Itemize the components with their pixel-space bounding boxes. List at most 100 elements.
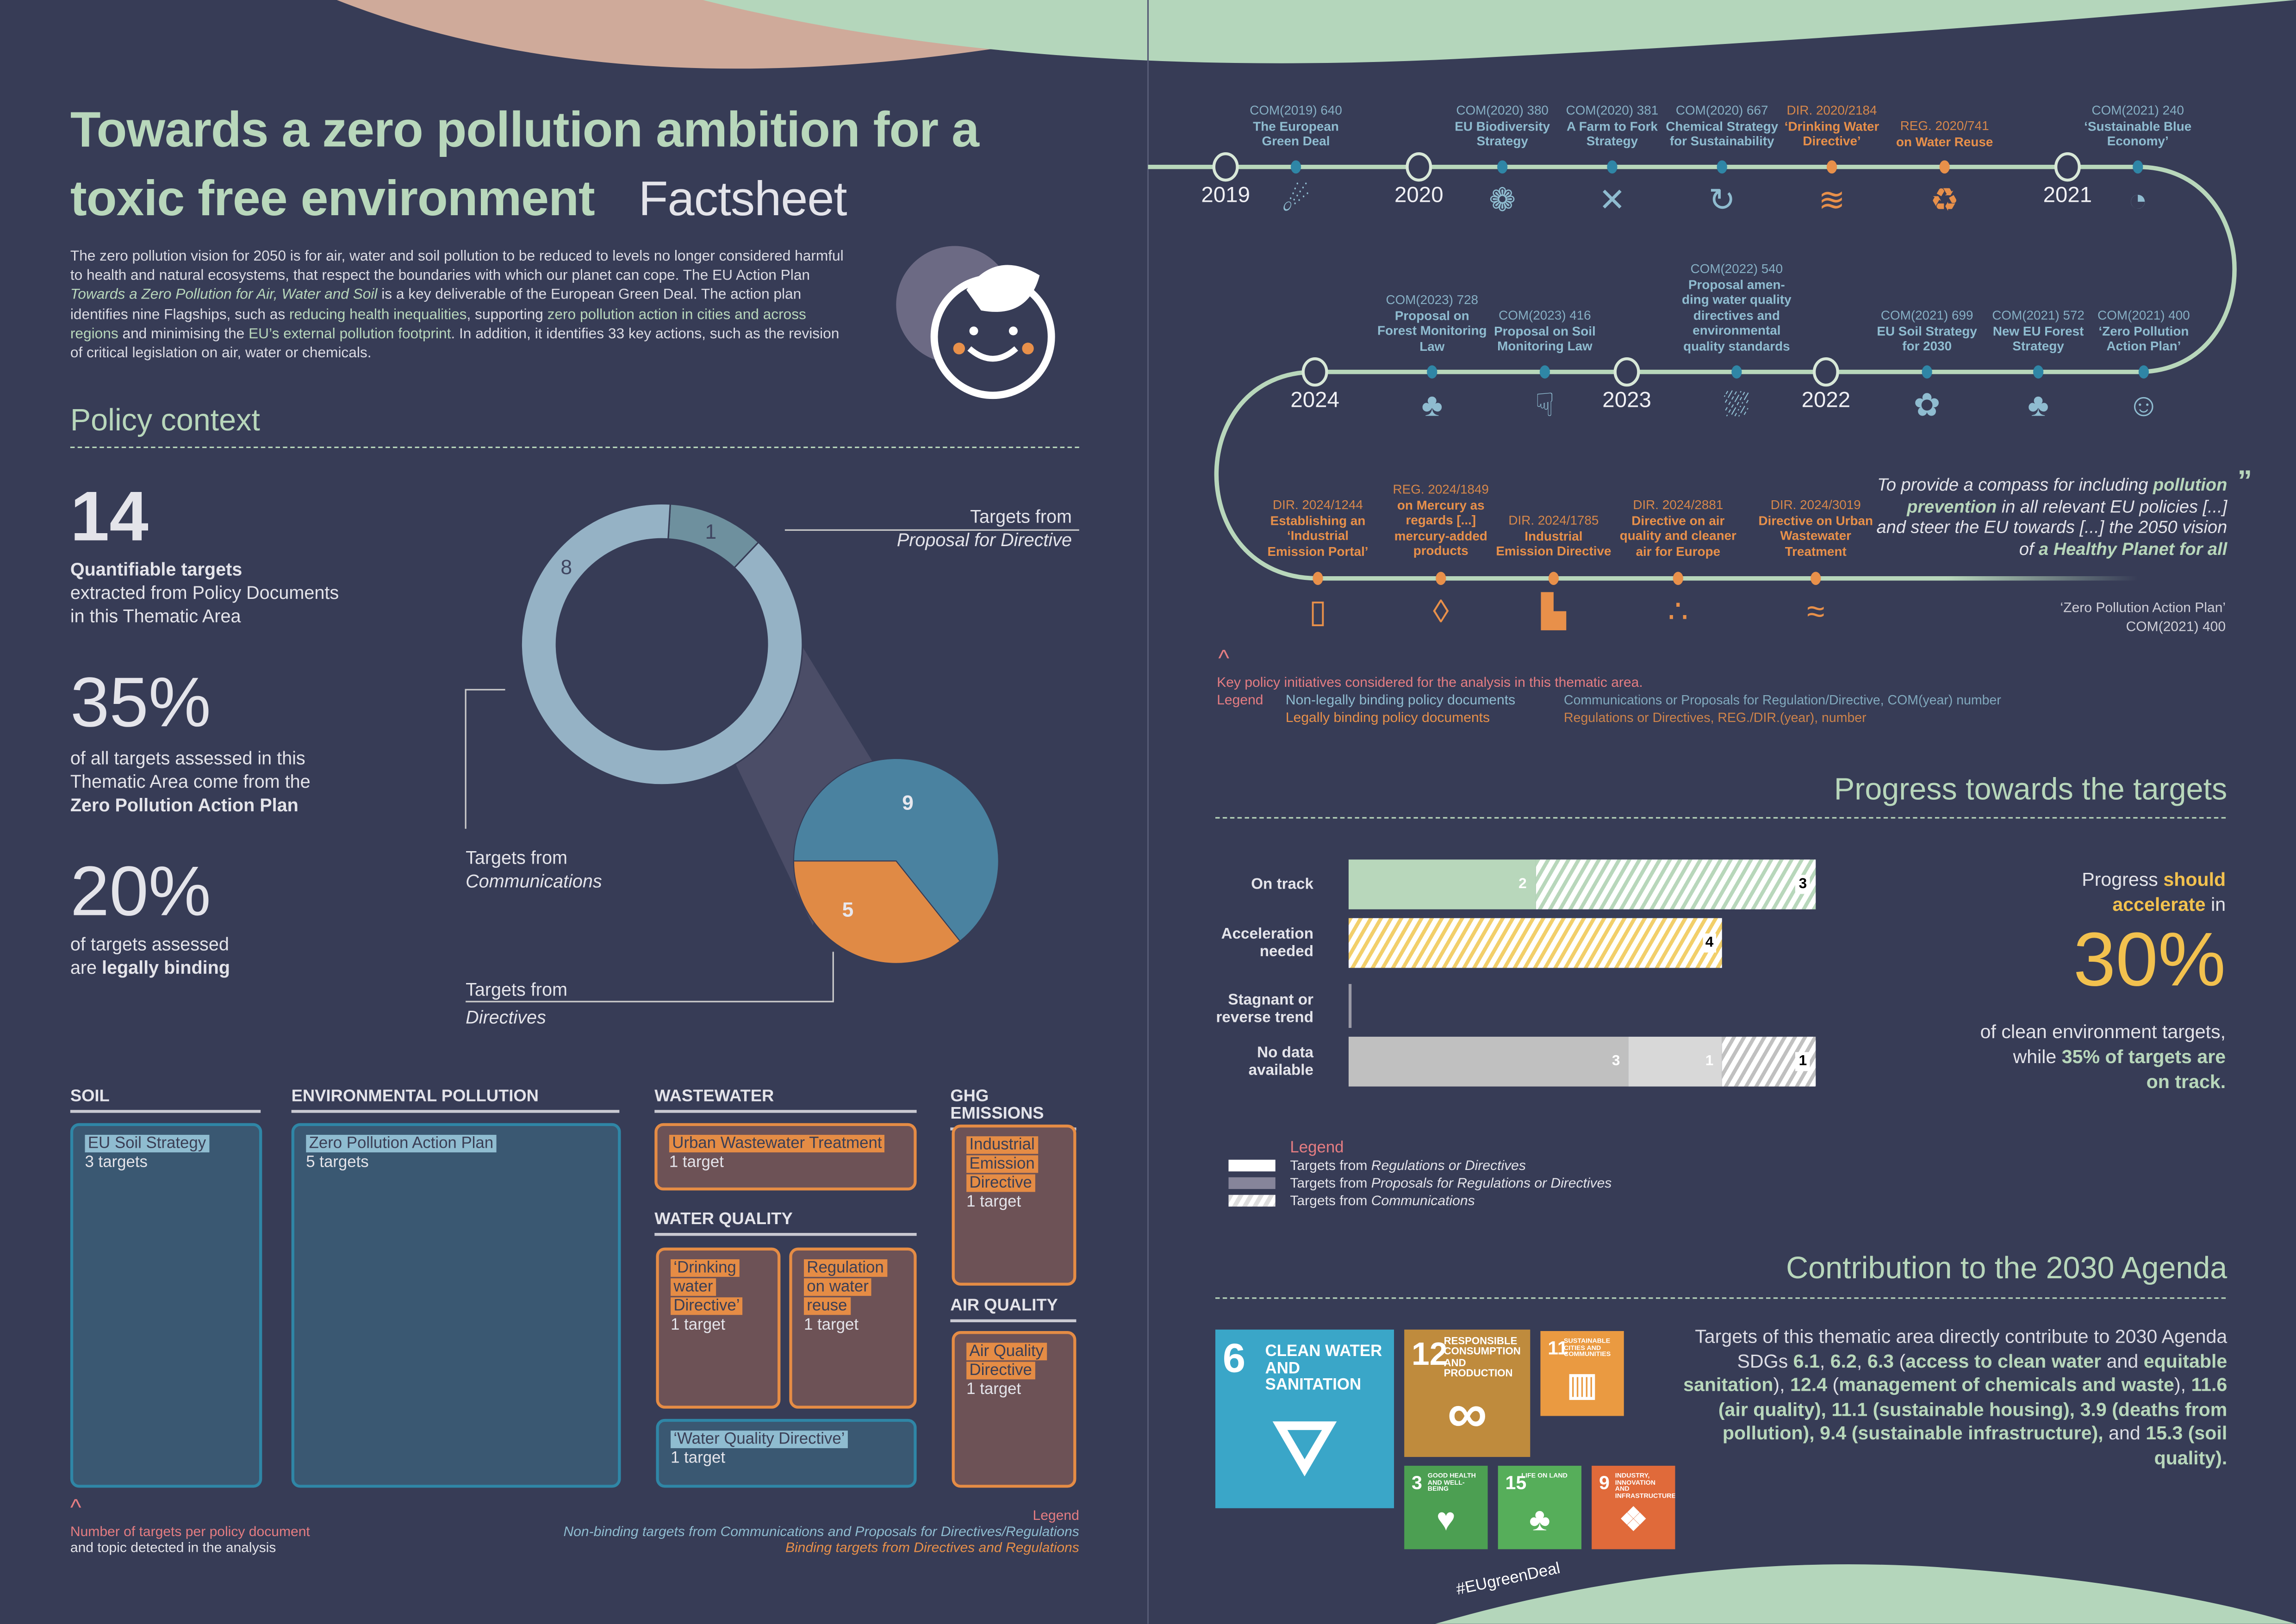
title-text: toxic free environment (70, 171, 595, 227)
document-code: COM(2019) 640 (1250, 103, 1342, 118)
timeline-dot (1922, 365, 1932, 379)
year-marker (1406, 152, 1432, 182)
callout-highlight: 35% of targets are (2061, 1045, 2226, 1068)
timeline-dot (1497, 160, 1508, 174)
green-hill-shape (1435, 1564, 2296, 1624)
quote-highlight: pollution prevention (1907, 474, 2228, 516)
flagship: zero pollution action in cities and acro… (70, 307, 806, 342)
smiling-earth-icon: ☺ (2127, 386, 2160, 423)
sdg-number: 12 (1411, 1335, 1448, 1372)
timeline-item-label: COM(2020) 380 EU Biodiversity Strategy (1444, 103, 1561, 149)
policy-box-water-quality-directive: ‘Water Quality Directive’ 1 target (656, 1419, 917, 1488)
target-count: 1 target (669, 1154, 724, 1172)
intro-part: and minimising the (118, 326, 249, 342)
agenda-text-part: 3.9 (2080, 1397, 2107, 1420)
agenda-text-part: (deaths from pollution), (1722, 1397, 2228, 1444)
policy-box-zpap: Zero Pollution Action Plan 5 targets (291, 1123, 621, 1488)
legend-item: Targets from Communications (1290, 1194, 1475, 1210)
stat-bold: Zero Pollution Action Plan (70, 795, 299, 816)
legend-text: Proposals for Regulations or Directives (1371, 1176, 1612, 1192)
document-title: Directive on air quality and cleaner air… (1619, 513, 1736, 559)
document-code: REG. 2020/741 (1900, 118, 1989, 133)
document-title: Chemical Strategy for Sustainability (1666, 118, 1779, 149)
timeline-item-label: COM(2023) 416 Proposal on Soil Monitoring… (1486, 308, 1603, 355)
stat-bold: legally binding (102, 958, 230, 978)
proposal-label: Targets from Proposal for Directive (897, 505, 1072, 552)
year-label: 2021 (2043, 183, 2092, 208)
sdg-icon: ▥ (1567, 1366, 1598, 1403)
flagship: EU’s external pollution footprint (249, 326, 451, 342)
timeline-dot (1826, 160, 1837, 174)
timeline-item-label: COM(2023) 728 Proposal on Forest Monitori… (1374, 292, 1491, 355)
pie-slice (793, 860, 961, 964)
agenda-text: Targets of this thematic area directly c… (1671, 1325, 2227, 1470)
year-marker (2054, 152, 2081, 182)
callout-part: while (2013, 1045, 2062, 1068)
legend-swatch-communications (1228, 1195, 1276, 1207)
zpap-share-value: 35% (70, 665, 211, 743)
ghg-heading: GHG EMISSIONS (950, 1088, 1076, 1131)
green-wave-shape (703, 0, 2296, 63)
section-divider (70, 446, 1079, 448)
timeline-dot (1427, 365, 1437, 379)
timeline-item-label: DIR. 2024/2881 Directive on air quality a… (1619, 498, 1736, 560)
progress-heading: Progress towards the targets (1834, 773, 2228, 807)
document-code: COM(2021) 240 (2091, 103, 2184, 118)
quote-part: To provide a compass for including (1877, 474, 2153, 495)
policy-doc-name: Air Quality Directive (966, 1343, 1047, 1380)
document-code: DIR. 2024/1244 (1273, 497, 1363, 512)
donut-value-label: 1 (705, 521, 716, 543)
legend-text: Targets from (1290, 1193, 1371, 1210)
label-line: Directives (466, 1007, 546, 1028)
legend-swatch-regulations (1228, 1159, 1276, 1172)
agenda-text-part: 6.1 (1793, 1349, 1820, 1371)
fork-spade-icon: ✕ (1599, 181, 1626, 218)
agenda-text-part: 6.3 (1867, 1349, 1894, 1371)
agenda-text-part: (soil quality). (2154, 1422, 2228, 1468)
legend-text: Regulations or Directives (1371, 1158, 1526, 1175)
timeline-item-label: COM(2020) 381 A Farm to Fork Strategy (1554, 103, 1671, 149)
intro-text: The zero pollution vision for 2050 is fo… (70, 248, 846, 364)
factory-icon: ▙ (1541, 593, 1566, 630)
bar-segment: 4 (1348, 918, 1723, 968)
bar-zero-line (1348, 984, 1352, 1028)
intro-plan-title: Towards a Zero Pollution for Air, Water … (70, 287, 378, 304)
year-label: 2022 (1801, 388, 1851, 413)
wastewater-heading: WASTEWATER (654, 1088, 917, 1113)
policy-doc-name: Regulation on water reuse (803, 1259, 887, 1315)
sdg-icon: ⛛ (1272, 1405, 1337, 1491)
legally-binding-text: of targets assessed are legally binding (70, 933, 230, 979)
note-sub: and topic detected in the analysis (70, 1540, 276, 1557)
legend-swatch-proposals (1228, 1177, 1276, 1189)
label-line: needed (1259, 943, 1314, 961)
legend-text: Communications (1371, 1193, 1475, 1210)
leader-line (465, 689, 505, 829)
stat-line: of all targets assessed in this (70, 748, 305, 769)
policy-box-water-reuse: Regulation on water reuse 1 target (789, 1247, 917, 1409)
wastewater-pipe-icon: ≈ (1807, 593, 1825, 630)
sdg-icon: ♥ (1436, 1500, 1456, 1537)
document-code: COM(2023) 728 (1386, 292, 1479, 307)
timeline-legend-title: Legend (1217, 692, 1263, 709)
donut-chart: 18 (520, 503, 803, 786)
timeline-note: Key policy initiatives considered for th… (1217, 675, 1643, 691)
legally-binding-value: 20% (70, 853, 211, 932)
label-line: Proposal for Directive (896, 530, 1072, 551)
timeline-dot (1811, 572, 1821, 585)
label-line: Stagnant or (1228, 991, 1314, 1009)
timeline-item-label: DIR. 2024/1785 Industrial Emission Direct… (1495, 513, 1612, 560)
directives-label: Targets from Directives (466, 977, 567, 1032)
timeline-item-label: COM(2021) 699 EU Soil Strategy for 2030 (1868, 308, 1985, 355)
bar-segment: 3 (1348, 1037, 1629, 1087)
label-line: Acceleration (1221, 925, 1314, 943)
legend-text: Targets from (1290, 1158, 1371, 1175)
sdg-title: Clean water and sanitation (1265, 1343, 1382, 1394)
donut-value-label: 8 (560, 556, 572, 579)
callout-highlight: on track. (2146, 1070, 2226, 1093)
bar-value-label: 1 (1796, 1052, 1810, 1071)
legend-title: Legend (1033, 1508, 1079, 1524)
leader-line (466, 952, 834, 1002)
sdg-number: 15 (1505, 1471, 1527, 1494)
timeline-dot (1313, 572, 1323, 585)
sdg-icon: ∞ (1447, 1384, 1487, 1446)
